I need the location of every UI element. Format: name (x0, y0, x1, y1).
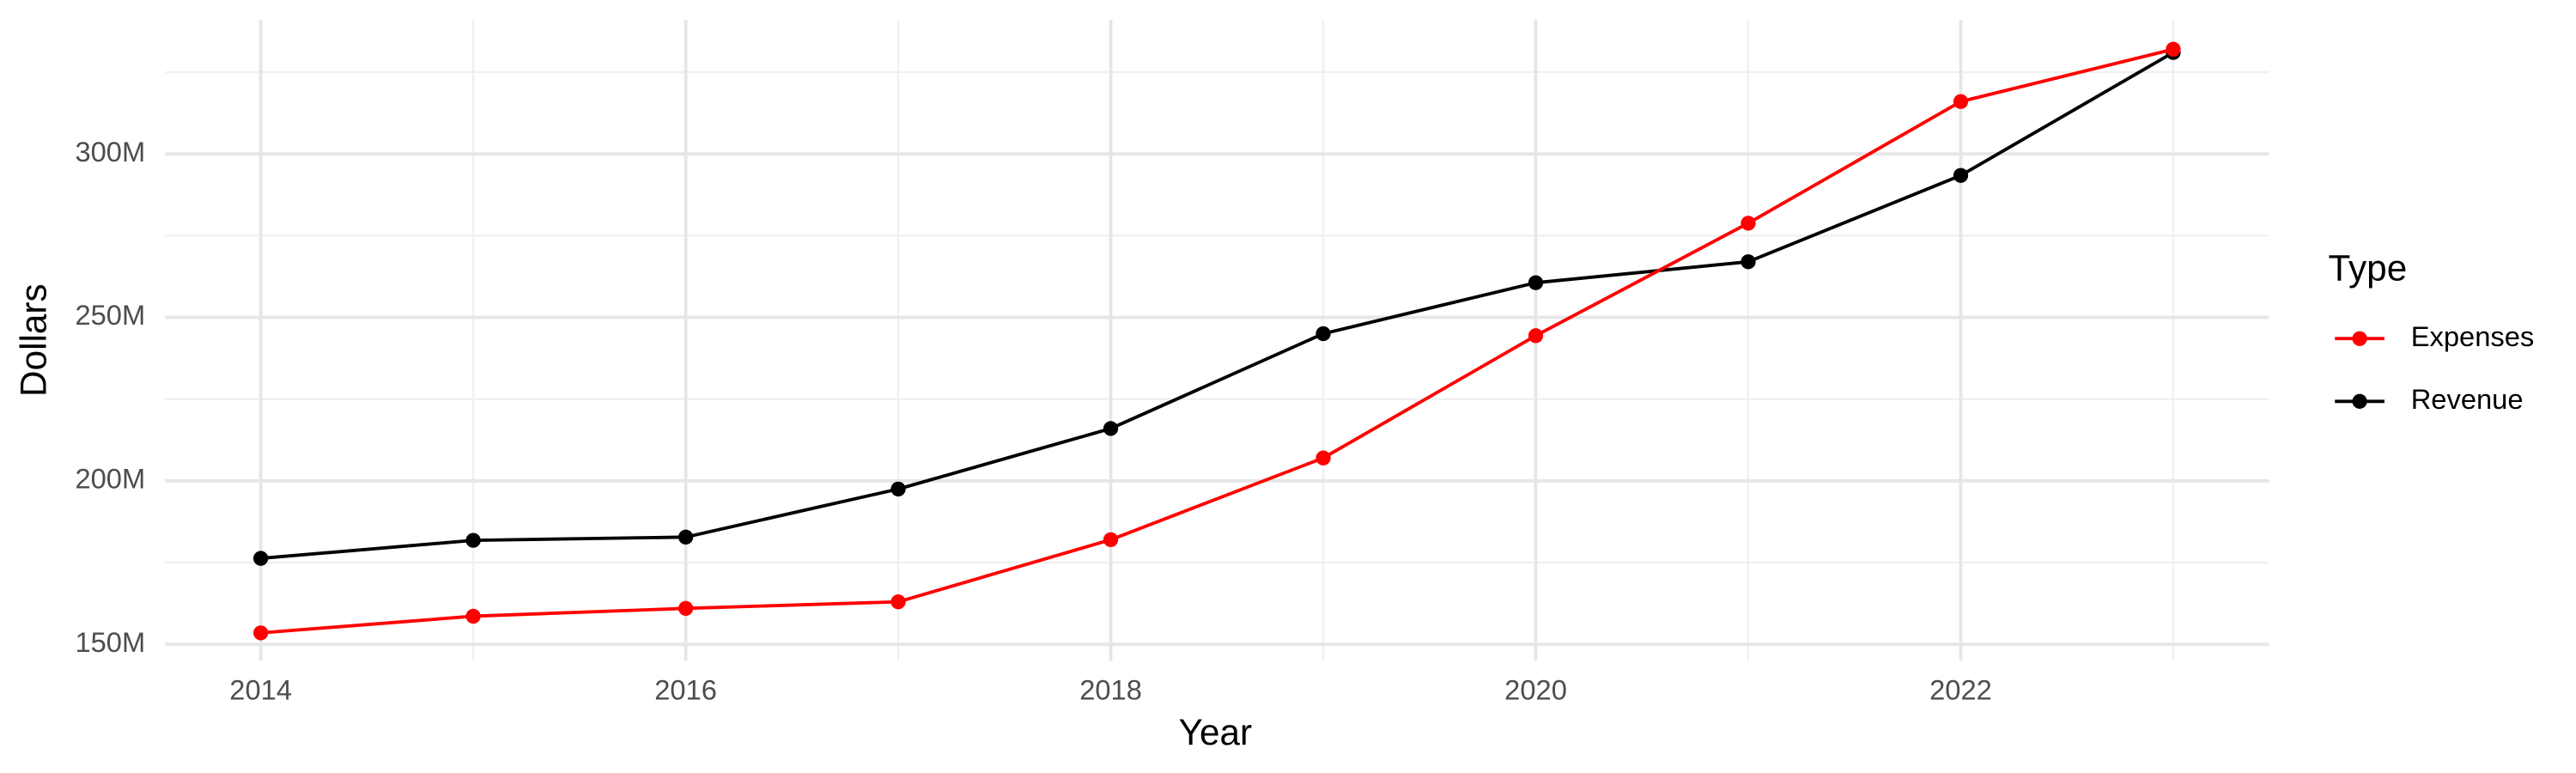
legend-label: Revenue (2411, 383, 2524, 415)
legend-marker (2352, 331, 2367, 346)
data-line (260, 51, 2174, 560)
data-point (1528, 275, 1544, 290)
x-axis-label: Year (1179, 712, 1252, 752)
data-point (1315, 450, 1331, 466)
y-tick-label: 250M (75, 299, 145, 331)
data-point (253, 551, 269, 566)
data-point (1741, 216, 1756, 231)
x-tick-label: 2020 (1504, 673, 1567, 705)
y-axis-label: Dollars (13, 283, 53, 397)
data-point (890, 481, 906, 497)
data-point (465, 533, 481, 548)
data-point (1103, 532, 1119, 548)
legend-title: Type (2329, 248, 2408, 289)
x-tick-label: 2022 (1929, 673, 1992, 705)
data-point (1741, 254, 1756, 270)
data-point (2166, 41, 2181, 57)
data-point (253, 625, 269, 641)
data-point (890, 594, 906, 610)
data-point (1953, 167, 1969, 183)
data-point (677, 600, 694, 616)
data-point (1953, 94, 1969, 109)
data-point (465, 608, 481, 624)
data-point (1528, 328, 1544, 344)
legend-marker (2352, 393, 2367, 409)
data-line (260, 47, 2174, 635)
x-tick-label: 2016 (654, 673, 717, 705)
x-tick-label: 2018 (1079, 673, 1142, 705)
y-tick-label: 200M (75, 462, 145, 494)
legend-label: Expenses (2411, 320, 2535, 352)
data-point (1103, 421, 1119, 436)
data-point (677, 529, 694, 545)
y-tick-label: 300M (75, 136, 145, 167)
data-point (1315, 326, 1331, 342)
y-tick-label: 150M (75, 626, 145, 658)
x-tick-label: 2014 (229, 673, 292, 705)
